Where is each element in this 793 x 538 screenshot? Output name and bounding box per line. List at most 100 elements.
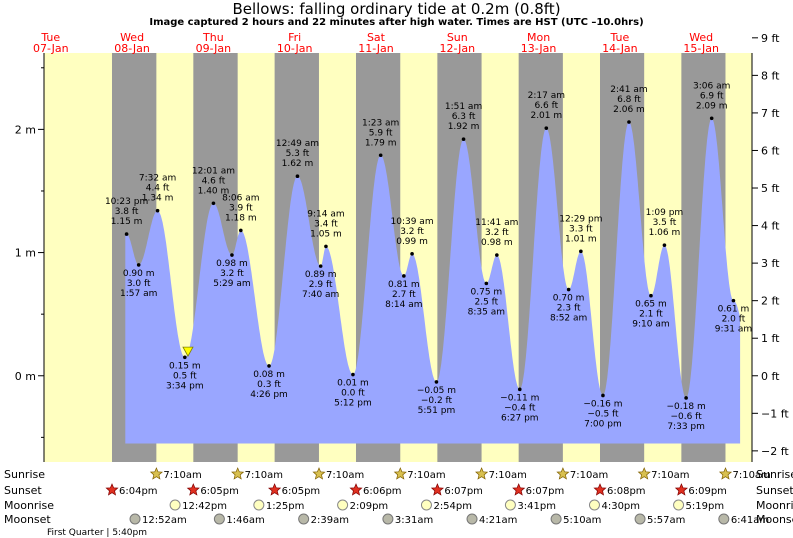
moon-phase-label: First Quarter | 5:40pm xyxy=(47,528,147,538)
sunset-time-label: 6:05pm xyxy=(282,486,321,497)
day-name-label: Wed xyxy=(689,31,713,44)
low-tide-label: 0.15 m xyxy=(169,361,201,371)
metre-tick-label: 1 m xyxy=(15,247,36,260)
moonset-icon xyxy=(129,513,141,525)
high-tide-point xyxy=(579,249,583,254)
moonset-icon xyxy=(718,513,730,525)
sunrise-icon xyxy=(556,467,570,480)
sunrise-time-label: 7:10am xyxy=(163,470,201,481)
high-tide-label: 1:23 am xyxy=(362,118,399,128)
sunset-row-label-left: Sunset xyxy=(4,484,42,497)
low-tide-label: 8:52 am xyxy=(550,314,587,324)
day-name-label: Mon xyxy=(527,31,550,44)
high-tide-label: 1.05 m xyxy=(310,229,342,239)
moonset-time-label: 2:39am xyxy=(311,515,349,526)
high-tide-label: 3.2 ft xyxy=(485,228,509,238)
metre-tick-label: 2 m xyxy=(15,123,36,136)
tide-area xyxy=(125,118,741,444)
moonrise-time-label: 5:19pm xyxy=(686,501,725,512)
feet-tick-label: 8 ft xyxy=(761,69,780,82)
high-tide-point xyxy=(410,252,414,256)
moonset-time-label: 12:52am xyxy=(142,515,187,526)
sunrise-time-label: 7:10am xyxy=(732,470,770,481)
sunrise-row-label-right: Sunrise xyxy=(756,468,793,481)
feet-tick-label: −2 ft xyxy=(761,445,789,458)
moonset-icon xyxy=(213,513,225,525)
high-tide-label: 0.99 m xyxy=(396,237,428,247)
high-tide-label: 12:49 am xyxy=(276,139,319,149)
high-tide-label: 6.8 ft xyxy=(617,95,641,105)
sunset-icon xyxy=(105,483,119,496)
moonrise-icon xyxy=(588,499,600,511)
high-tide-label: 3.9 ft xyxy=(229,203,253,213)
moonrise-icon xyxy=(420,499,432,511)
low-tide-point xyxy=(267,364,271,368)
day-name-label: Tue xyxy=(40,31,60,44)
low-tide-label: −0.2 ft xyxy=(421,396,453,406)
high-tide-label: 8:06 am xyxy=(222,193,259,203)
high-tide-label: 6.3 ft xyxy=(452,112,476,122)
low-tide-label: 8:35 am xyxy=(468,307,505,317)
sunrise-time-label: 7:10am xyxy=(407,470,445,481)
moonset-time-label: 5:57am xyxy=(647,515,685,526)
sunrise-icon xyxy=(231,467,245,480)
high-tide-label: 2:17 am xyxy=(528,91,565,101)
high-tide-label: 4.4 ft xyxy=(146,184,170,194)
sunset-time-label: 6:05pm xyxy=(200,486,239,497)
feet-tick-label: 1 ft xyxy=(761,332,780,345)
high-tide-point xyxy=(124,232,129,236)
sunrise-icon xyxy=(637,467,651,480)
day-date-label: 15-Jan xyxy=(683,42,719,55)
low-tide-label: 4:26 pm xyxy=(250,390,288,400)
sunrise-time-label: 7:10am xyxy=(245,470,283,481)
moonrise-row-label-right: Moonrise xyxy=(756,499,793,512)
low-tide-label: 6:27 pm xyxy=(501,413,539,423)
high-tide-label: 12:29 pm xyxy=(559,214,602,224)
moonset-icon xyxy=(382,513,394,525)
day-date-label: 07-Jan xyxy=(33,42,69,55)
low-tide-label: 5:51 pm xyxy=(418,406,456,416)
high-tide-label: 1.18 m xyxy=(225,213,257,223)
moonrise-time-label: 12:42pm xyxy=(182,501,227,512)
moonset-row-label-left: Moonset xyxy=(4,513,51,526)
high-tide-label: 1.34 m xyxy=(142,194,174,204)
low-tide-label: 0.0 ft xyxy=(341,389,365,399)
low-tide-label: −0.18 m xyxy=(667,402,706,412)
high-tide-point xyxy=(239,228,243,233)
sunset-icon xyxy=(349,483,363,496)
moonrise-time-label: 4:30pm xyxy=(601,501,640,512)
sunrise-icon xyxy=(149,467,163,480)
sunset-icon xyxy=(593,483,607,496)
moonrise-icon xyxy=(504,499,516,511)
low-tide-label: 0.89 m xyxy=(305,270,337,280)
high-tide-label: 1.06 m xyxy=(649,228,681,238)
high-tide-label: 1.79 m xyxy=(365,138,397,148)
low-tide-label: 2.9 ft xyxy=(309,280,333,290)
low-tide-label: 2.1 ft xyxy=(639,310,663,320)
high-tide-label: 1:09 pm xyxy=(646,208,684,218)
feet-tick-label: 4 ft xyxy=(761,220,780,233)
high-tide-label: 1.01 m xyxy=(565,234,597,244)
low-tide-point xyxy=(434,380,439,384)
high-tide-point xyxy=(709,116,714,121)
current-tide-marker xyxy=(182,346,194,357)
low-tide-label: 8:14 am xyxy=(385,300,422,310)
high-tide-point xyxy=(662,243,667,247)
moonset-icon xyxy=(550,513,562,525)
high-tide-label: 4.6 ft xyxy=(202,176,226,186)
sunset-time-label: 6:06pm xyxy=(363,486,402,497)
high-tide-label: 3.5 ft xyxy=(653,218,677,228)
moonrise-time-label: 1:25pm xyxy=(266,501,305,512)
moonset-icon xyxy=(298,513,310,525)
sunset-row-label-right: Sunset xyxy=(756,484,793,497)
high-tide-label: 10:23 pm xyxy=(105,197,148,207)
feet-tick-label: 9 ft xyxy=(761,32,780,45)
low-tide-label: 0.3 ft xyxy=(257,380,281,390)
high-tide-label: 3.8 ft xyxy=(115,207,139,217)
metre-tick-label: 0 m xyxy=(15,370,36,383)
high-tide-point xyxy=(211,201,216,206)
feet-tick-label: 7 ft xyxy=(761,107,780,120)
low-tide-label: 0.81 m xyxy=(388,280,420,290)
